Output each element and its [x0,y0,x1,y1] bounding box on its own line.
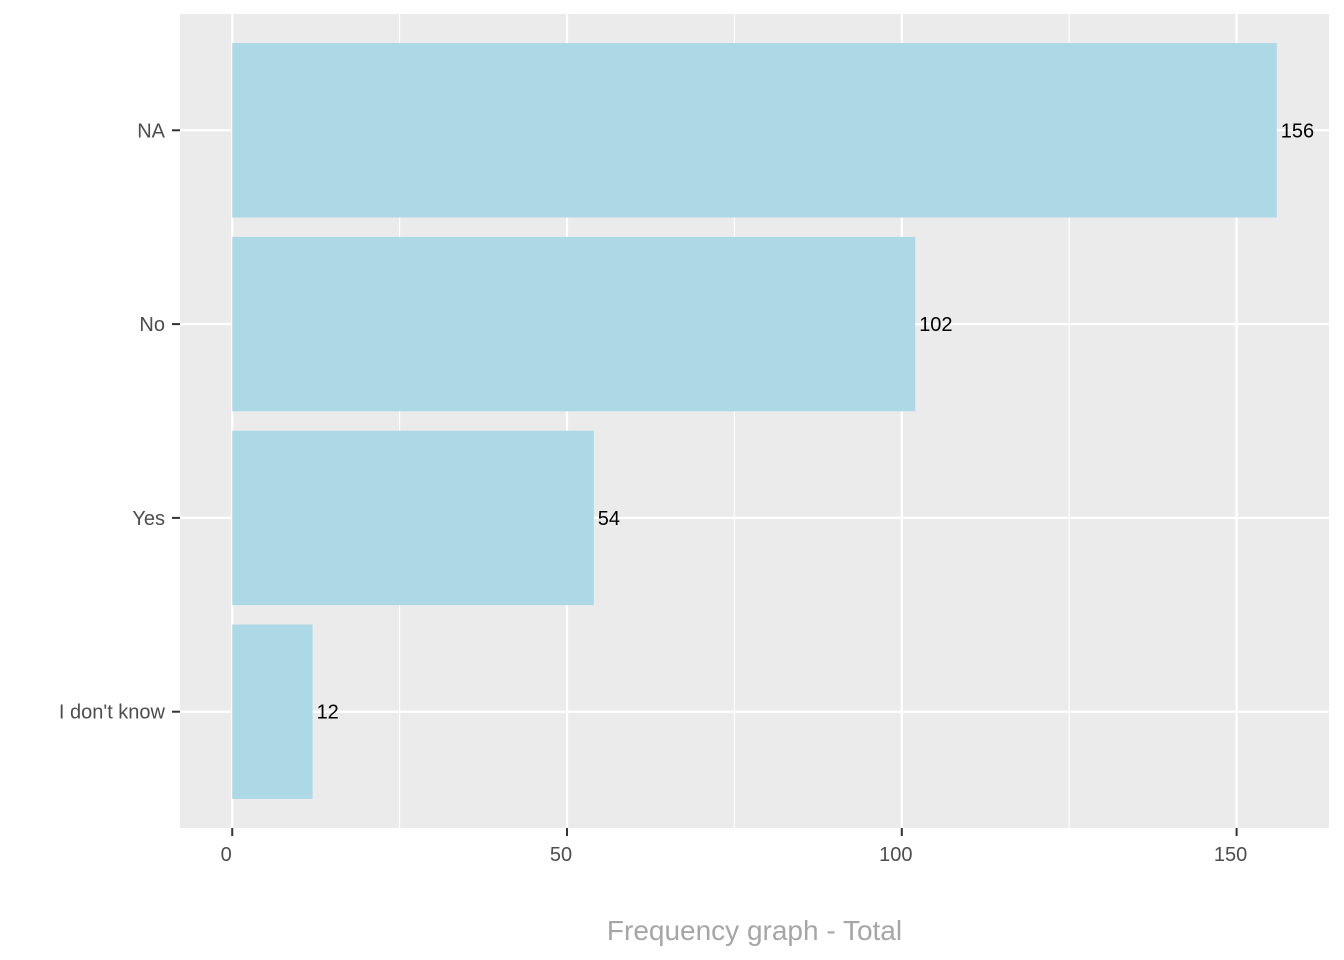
x-tick-label: 0 [221,844,232,866]
y-tick-label: I don't know [59,702,166,724]
x-axis: 0 50 100 150 [221,828,1247,866]
data-label: 156 [1281,120,1314,142]
bar [232,43,1277,218]
y-tick-label: No [139,314,165,336]
data-label: 12 [317,702,339,724]
data-label: 54 [598,508,620,530]
bars [232,43,1277,799]
data-labels: 156 102 54 12 [317,120,1315,723]
bar [232,624,313,799]
data-label: 102 [919,314,952,336]
y-tick-label: NA [137,120,165,142]
bar [232,236,916,412]
bar [232,430,594,606]
y-axis: NA No Yes I don't know [59,120,180,724]
x-tick-label: 150 [1214,844,1247,866]
x-axis-title: Frequency graph - Total [607,915,902,946]
x-tick-label: 50 [550,844,572,866]
x-tick-label: 100 [879,844,912,866]
y-tick-label: Yes [132,508,165,530]
